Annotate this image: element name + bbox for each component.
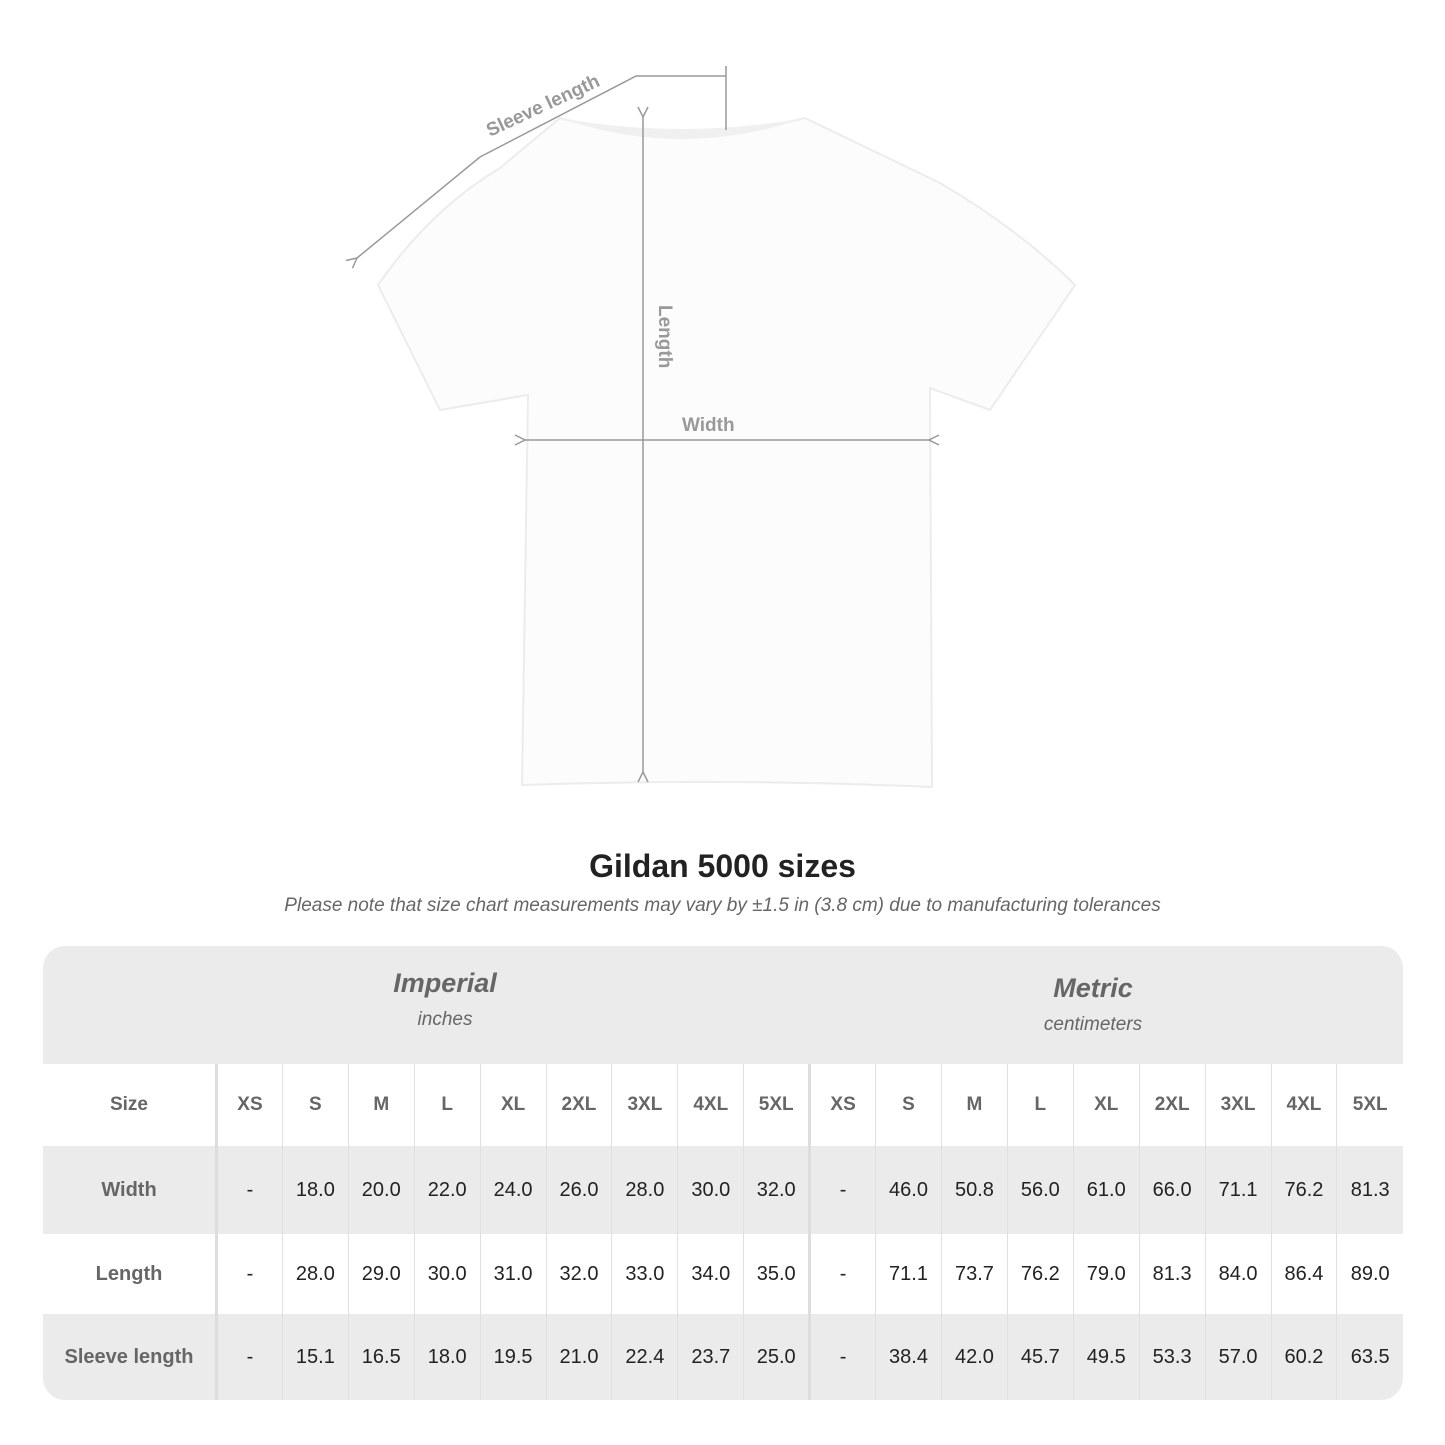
table-row: Length -28.0 29.0 30.0 31.0 32.0 33.0 34.0 35.0-… xyxy=(43,1234,1403,1314)
metric-value-cell: 89.0 xyxy=(1336,1234,1403,1314)
imperial-value-cell: - xyxy=(216,1234,283,1314)
metric-value-cell: 61.0 xyxy=(1072,1146,1140,1234)
metric-value-cell: 81.3 xyxy=(1138,1234,1206,1314)
metric-value-cell: 56.0 xyxy=(1006,1146,1074,1234)
metric-value-cell: 45.7 xyxy=(1006,1314,1074,1400)
row-label: Length xyxy=(43,1234,218,1314)
metric-size-2xl: 2XL xyxy=(1138,1064,1206,1146)
metric-value-cell: 42.0 xyxy=(940,1314,1008,1400)
table-row: Sleeve length -15.1 16.5 18.0 19.5 21.0 22.4 23… xyxy=(43,1314,1403,1400)
imperial-value-cell: 32.0 xyxy=(743,1146,810,1234)
metric-value-cell: 79.0 xyxy=(1072,1234,1140,1314)
metric-size-l: L xyxy=(1006,1064,1074,1146)
metric-value-cell: 86.4 xyxy=(1270,1234,1337,1314)
metric-unit: centimeters xyxy=(1043,1014,1143,1035)
imperial-value-cell: 30.0 xyxy=(677,1146,744,1234)
metric-value-cell: 66.0 xyxy=(1138,1146,1206,1234)
metric-size-s: S xyxy=(875,1064,942,1146)
imperial-value-cell: 25.0 xyxy=(743,1314,810,1400)
imperial-value-cell: 21.0 xyxy=(545,1314,612,1400)
imperial-unit: inches xyxy=(417,1009,473,1030)
row-label: Sleeve length xyxy=(43,1314,218,1400)
metric-title: Metric xyxy=(1053,973,1133,1003)
metric-size-xs: XS xyxy=(808,1064,876,1146)
imperial-value-cell: - xyxy=(216,1146,283,1234)
imperial-value-cell: 23.7 xyxy=(677,1314,744,1400)
metric-value-cell: 71.1 xyxy=(1204,1146,1271,1234)
metric-size-5xl: 5XL xyxy=(1336,1064,1403,1146)
metric-value-cell: 57.0 xyxy=(1204,1314,1271,1400)
unit-header-band: Imperial inches Metric centimeters xyxy=(43,946,1403,1064)
imperial-size-xl: XL xyxy=(479,1064,547,1146)
metric-value-cell: 60.2 xyxy=(1270,1314,1337,1400)
tolerance-note: Please note that size chart measurements… xyxy=(284,895,1161,916)
metric-value-cell: 81.3 xyxy=(1336,1146,1403,1234)
metric-size-m: M xyxy=(940,1064,1008,1146)
metric-value-cell: 63.5 xyxy=(1336,1314,1403,1400)
imperial-value-cell: 34.0 xyxy=(677,1234,744,1314)
imperial-size-3xl: 3XL xyxy=(611,1064,678,1146)
imperial-value-cell: 35.0 xyxy=(743,1234,810,1314)
row-label: Width xyxy=(43,1146,218,1234)
size-chart-table: Imperial inches Metric centimeters Size X… xyxy=(43,946,1403,1400)
metric-value-cell: - xyxy=(808,1314,876,1400)
imperial-value-cell: 28.0 xyxy=(281,1234,349,1314)
metric-value-cell: 38.4 xyxy=(875,1314,942,1400)
collar xyxy=(560,118,805,139)
imperial-value-cell: 32.0 xyxy=(545,1234,612,1314)
imperial-title: Imperial xyxy=(393,968,497,998)
metric-value-cell: 76.2 xyxy=(1270,1146,1337,1234)
imperial-value-cell: 22.0 xyxy=(413,1146,481,1234)
imperial-size-xs: XS xyxy=(216,1064,283,1146)
imperial-value-cell: 20.0 xyxy=(347,1146,415,1234)
imperial-value-cell: 15.1 xyxy=(281,1314,349,1400)
metric-value-cell: 49.5 xyxy=(1072,1314,1140,1400)
imperial-value-cell: 22.4 xyxy=(611,1314,678,1400)
tshirt-shape xyxy=(376,116,1077,789)
imperial-value-cell: 24.0 xyxy=(479,1146,547,1234)
imperial-value-cell: 33.0 xyxy=(611,1234,678,1314)
imperial-value-cell: 26.0 xyxy=(545,1146,612,1234)
imperial-value-cell: 28.0 xyxy=(611,1146,678,1234)
metric-value-cell: 73.7 xyxy=(940,1234,1008,1314)
metric-value-cell: 53.3 xyxy=(1138,1314,1206,1400)
metric-value-cell: - xyxy=(808,1146,876,1234)
imperial-value-cell: 31.0 xyxy=(479,1234,547,1314)
imperial-size-s: S xyxy=(281,1064,349,1146)
metric-value-cell: 71.1 xyxy=(875,1234,942,1314)
metric-header: Metric centimeters xyxy=(863,973,1323,1036)
width-label: Width xyxy=(682,415,735,436)
metric-value-cell: 76.2 xyxy=(1006,1234,1074,1314)
imperial-value-cell: 18.0 xyxy=(413,1314,481,1400)
imperial-value-cell: 30.0 xyxy=(413,1234,481,1314)
imperial-value-cell: 19.5 xyxy=(479,1314,547,1400)
imperial-size-2xl: 2XL xyxy=(545,1064,612,1146)
imperial-value-cell: 16.5 xyxy=(347,1314,415,1400)
imperial-size-l: L xyxy=(413,1064,481,1146)
length-label: Length xyxy=(654,305,675,368)
metric-size-4xl: 4XL xyxy=(1270,1064,1337,1146)
page-title: Gildan 5000 sizes xyxy=(589,848,856,884)
imperial-size-4xl: 4XL xyxy=(677,1064,744,1146)
measurements-table: Size XS S M L XL 2XL 3XL 4XL 5XL XS S M L XL 2XL 3XL 4XL 5… xyxy=(43,1064,1403,1400)
metric-value-cell: 50.8 xyxy=(940,1146,1008,1234)
tshirt-diagram: Sleeve length Length Width xyxy=(0,66,1077,789)
metric-value-cell: - xyxy=(808,1234,876,1314)
size-label: Size xyxy=(43,1064,218,1146)
metric-value-cell: 46.0 xyxy=(875,1146,942,1234)
sleeve-measure-line xyxy=(357,75,726,258)
table-row: Width -18.0 20.0 22.0 24.0 26.0 28.0 30.0 32.0-4… xyxy=(43,1146,1403,1234)
metric-size-xl: XL xyxy=(1072,1064,1140,1146)
size-header-row: Size XS S M L XL 2XL 3XL 4XL 5XL XS S M L XL 2XL 3XL 4XL 5… xyxy=(43,1064,1403,1146)
imperial-header: Imperial inches xyxy=(215,968,675,1031)
imperial-value-cell: 29.0 xyxy=(347,1234,415,1314)
imperial-size-5xl: 5XL xyxy=(743,1064,810,1146)
imperial-value-cell: - xyxy=(216,1314,283,1400)
metric-value-cell: 84.0 xyxy=(1204,1234,1271,1314)
metric-size-3xl: 3XL xyxy=(1204,1064,1271,1146)
imperial-value-cell: 18.0 xyxy=(281,1146,349,1234)
imperial-size-m: M xyxy=(347,1064,415,1146)
